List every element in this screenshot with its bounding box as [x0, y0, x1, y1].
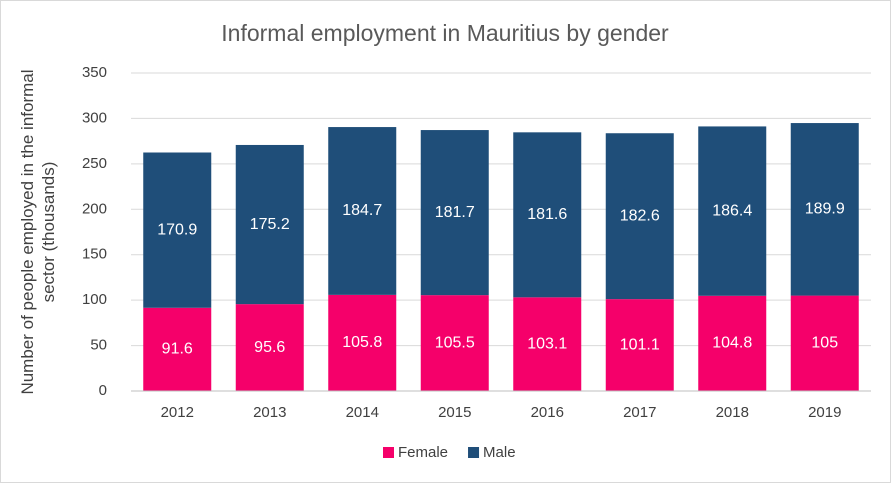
bar-segment [698, 126, 767, 296]
bar-segment [513, 297, 582, 391]
data-label: 175.2 [250, 216, 290, 233]
bar-segment [328, 294, 397, 391]
y-tick-label: 200 [82, 200, 107, 217]
data-label: 105.8 [342, 334, 382, 351]
x-tick-label: 2019 [808, 404, 841, 421]
bar-segment [790, 295, 859, 391]
y-tick-label: 100 [82, 291, 107, 308]
data-label: 184.7 [342, 202, 382, 219]
data-label: 181.7 [435, 204, 475, 221]
legend-label: Female [398, 444, 448, 461]
bar-segment [513, 132, 582, 298]
data-label: 91.6 [162, 341, 193, 358]
legend-label: Male [483, 444, 516, 461]
data-label: 104.8 [712, 335, 752, 352]
y-tick-label: 250 [82, 155, 107, 172]
bar-segment [235, 144, 304, 305]
data-label: 186.4 [712, 202, 752, 219]
bar-segment [605, 133, 674, 300]
y-tick-label: 300 [82, 109, 107, 126]
x-tick-label: 2015 [438, 404, 471, 421]
chart-title: Informal employment in Mauritius by gend… [221, 20, 669, 46]
data-label: 182.6 [620, 207, 660, 224]
bar-segment [605, 299, 674, 391]
bar-segment [328, 127, 397, 295]
x-tick-label: 2017 [623, 404, 656, 421]
x-tick-label: 2016 [531, 404, 564, 421]
y-tick-label: 50 [90, 337, 107, 354]
legend-swatch [468, 447, 480, 458]
y-tick-label: 350 [82, 64, 107, 81]
bar-segment [143, 307, 212, 391]
y-axis-title: Number of people employed in the informa… [18, 69, 58, 395]
bar-segment [143, 152, 212, 308]
bar-segment [698, 295, 767, 391]
bar-segment [790, 123, 859, 296]
bar-segment [420, 130, 489, 296]
x-tick-label: 2012 [161, 404, 194, 421]
bar-segment [420, 295, 489, 391]
data-label: 170.9 [157, 221, 197, 238]
data-label: 103.1 [527, 335, 567, 352]
x-tick-label: 2014 [346, 404, 379, 421]
legend-swatch [383, 447, 394, 458]
data-label: 101.1 [620, 336, 660, 353]
data-label: 189.9 [805, 201, 845, 218]
data-label: 105.5 [435, 334, 475, 351]
x-tick-label: 2013 [253, 404, 286, 421]
data-label: 181.6 [527, 206, 567, 223]
x-tick-label: 2018 [716, 404, 749, 421]
data-label: 95.6 [254, 339, 285, 356]
bar-segment [235, 304, 304, 391]
data-label: 105 [811, 335, 838, 352]
y-tick-label: 0 [99, 382, 107, 399]
y-tick-label: 150 [82, 246, 107, 263]
